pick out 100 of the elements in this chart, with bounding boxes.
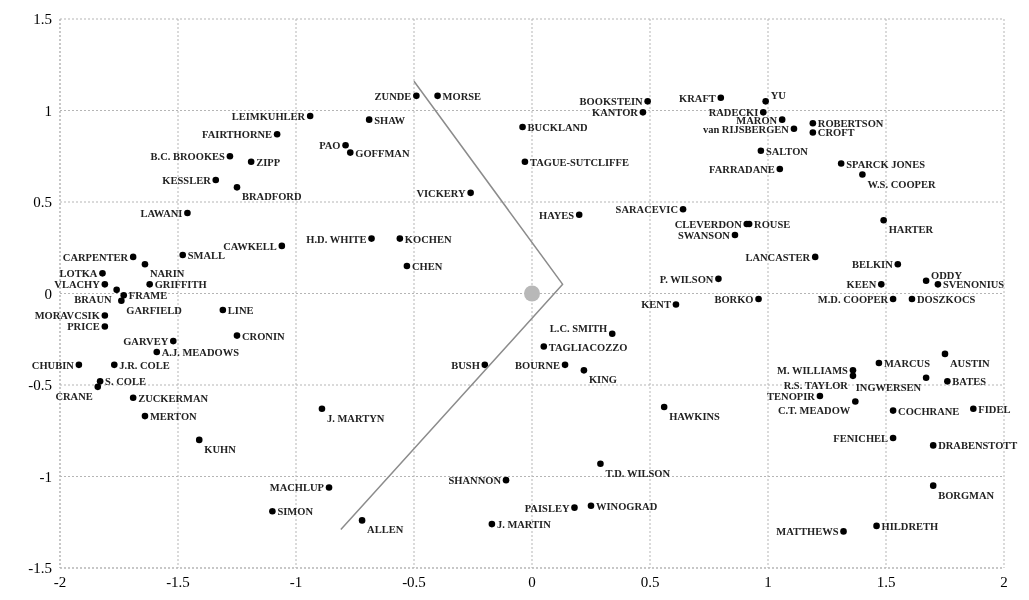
- annotation: J.R. COLE: [119, 359, 170, 371]
- annotation: T.D. WILSON: [605, 467, 671, 479]
- annotation: GOFFMAN: [355, 147, 410, 159]
- annotation: AUSTIN: [950, 357, 991, 369]
- annotation: KENT: [641, 299, 671, 311]
- annotation: BUCKLAND: [527, 121, 589, 133]
- annotation: J. MARTIN: [496, 519, 552, 531]
- annotation: ODDY: [931, 269, 963, 281]
- x-tick-label: -2: [53, 573, 67, 590]
- annotation: BORGMAN: [938, 489, 995, 501]
- annotation: ZIPP: [256, 156, 281, 168]
- annotation: SHANNON: [448, 475, 502, 487]
- y-tick-label: -1.5: [28, 560, 52, 577]
- annotation: KESSLER: [162, 175, 212, 187]
- annotation: CLEVERDON: [674, 218, 743, 230]
- annotation: PAISLEY: [524, 502, 570, 514]
- annotation: KUHN: [204, 443, 237, 455]
- annotation: ZUNDE: [374, 90, 412, 102]
- annotation: HAWKINS: [669, 410, 721, 422]
- annotation: ROUSE: [754, 218, 791, 230]
- annotation: CHUBIN: [31, 359, 75, 371]
- annotation: LOTKA: [59, 268, 98, 280]
- annotation: INGWERSEN: [855, 381, 922, 393]
- annotation: HILDRETH: [881, 520, 939, 532]
- annotation: CAWKELL: [223, 240, 277, 252]
- annotation: LANCASTER: [745, 251, 811, 263]
- annotation: SMALL: [187, 250, 226, 262]
- annotation: R.S. TAYLOR: [783, 379, 849, 391]
- annotation: FENICHEL: [833, 433, 889, 445]
- annotation: BATES: [952, 376, 987, 388]
- annotation: SIMON: [277, 506, 314, 518]
- annotation: H.D. WHITE: [306, 233, 367, 245]
- annotation: HAYES: [538, 209, 575, 221]
- annotation: VICKERY: [416, 187, 467, 199]
- annotation: ZUCKERMAN: [138, 392, 209, 404]
- annotation: W.S. COOPER: [867, 178, 936, 190]
- y-tick-label: 0: [44, 285, 52, 302]
- annotation: SPARCK JONES: [846, 158, 926, 170]
- annotation: CARPENTER: [62, 251, 129, 263]
- annotation: SALTON: [765, 145, 809, 157]
- annotation: SVENONIUS: [942, 279, 1005, 291]
- y-tick-label: -0.5: [28, 377, 52, 394]
- annotation: M. WILLIAMS: [776, 365, 849, 377]
- annotation: YU: [770, 90, 787, 102]
- annotation: BELKIN: [851, 259, 894, 271]
- annotation: LEIMKUHLER: [231, 110, 306, 122]
- annotation: KEEN: [846, 279, 877, 291]
- annotation: CHEN: [411, 261, 443, 273]
- x-tick-label: 0.5: [640, 573, 660, 590]
- x-tick-label: 1.5: [876, 573, 896, 590]
- annotation: BUSH: [451, 359, 480, 371]
- annotation: LINE: [227, 304, 254, 316]
- annotation: FIDEL: [978, 403, 1011, 415]
- annotation: NARIN: [149, 268, 185, 280]
- annotation: A.J. MEADOWS: [161, 347, 240, 359]
- y-tick-label: 0.5: [33, 194, 52, 211]
- annotation: TAGLIACOZZO: [548, 341, 628, 353]
- annotation: GARFIELD: [126, 304, 183, 316]
- annotation: KING: [588, 374, 617, 386]
- y-tick-label: 1: [44, 102, 52, 119]
- annotation: HARTER: [888, 224, 934, 236]
- x-tick-label: -1: [289, 573, 303, 590]
- annotation: ROBERTSON: [817, 118, 884, 130]
- annotation: BORKO: [714, 293, 754, 305]
- annotation: J. MARTYN: [326, 412, 385, 424]
- annotation: TAGUE-SUTCLIFFE: [529, 156, 629, 168]
- annotation: FARRADANE: [709, 164, 775, 176]
- x-tick-label: 1: [764, 573, 772, 590]
- annotation: MACHLUP: [269, 482, 325, 494]
- annotation: KRAFT: [679, 92, 716, 104]
- annotation: COCHRANE: [898, 405, 960, 417]
- annotation: BOURNE: [515, 359, 561, 371]
- x-tick-label: -1.5: [166, 573, 190, 590]
- annotation: SWANSON: [678, 229, 731, 241]
- x-tick-label: 0: [528, 573, 536, 590]
- annotation: DRABENSTOTT: [938, 440, 1018, 452]
- annotation: ALLEN: [367, 524, 404, 536]
- annotation: CRANE: [55, 390, 93, 402]
- annotation: WINOGRAD: [596, 500, 658, 512]
- annotation: BRADFORD: [242, 191, 302, 203]
- annotation: SHAW: [374, 114, 406, 126]
- annotation: BOOKSTEIN: [579, 96, 644, 108]
- annotation: PAO: [319, 140, 341, 152]
- annotation: MORAVCSIK: [34, 310, 101, 322]
- annotation: MARCUS: [883, 358, 931, 370]
- annotation: SARACEVIC: [615, 204, 679, 216]
- annotation: FAIRTHORNE: [202, 129, 273, 141]
- annotation: MERTON: [149, 411, 198, 423]
- annotation: LAWANI: [140, 207, 183, 219]
- annotation: GRIFFITH: [154, 279, 207, 291]
- annotation: MORSE: [442, 90, 482, 102]
- y-tick-label: 1.5: [33, 11, 52, 28]
- annotation: PRICE: [67, 321, 100, 333]
- annotation: S. COLE: [105, 376, 146, 388]
- annotation: MATTHEWS: [776, 526, 839, 538]
- annotation: van RIJSBERGEN: [702, 123, 790, 135]
- annotation: KANTOR: [592, 107, 639, 119]
- x-tick-label: 2: [1000, 573, 1008, 590]
- annotation: FRAME: [128, 290, 168, 302]
- annotation: GARVEY: [123, 336, 169, 348]
